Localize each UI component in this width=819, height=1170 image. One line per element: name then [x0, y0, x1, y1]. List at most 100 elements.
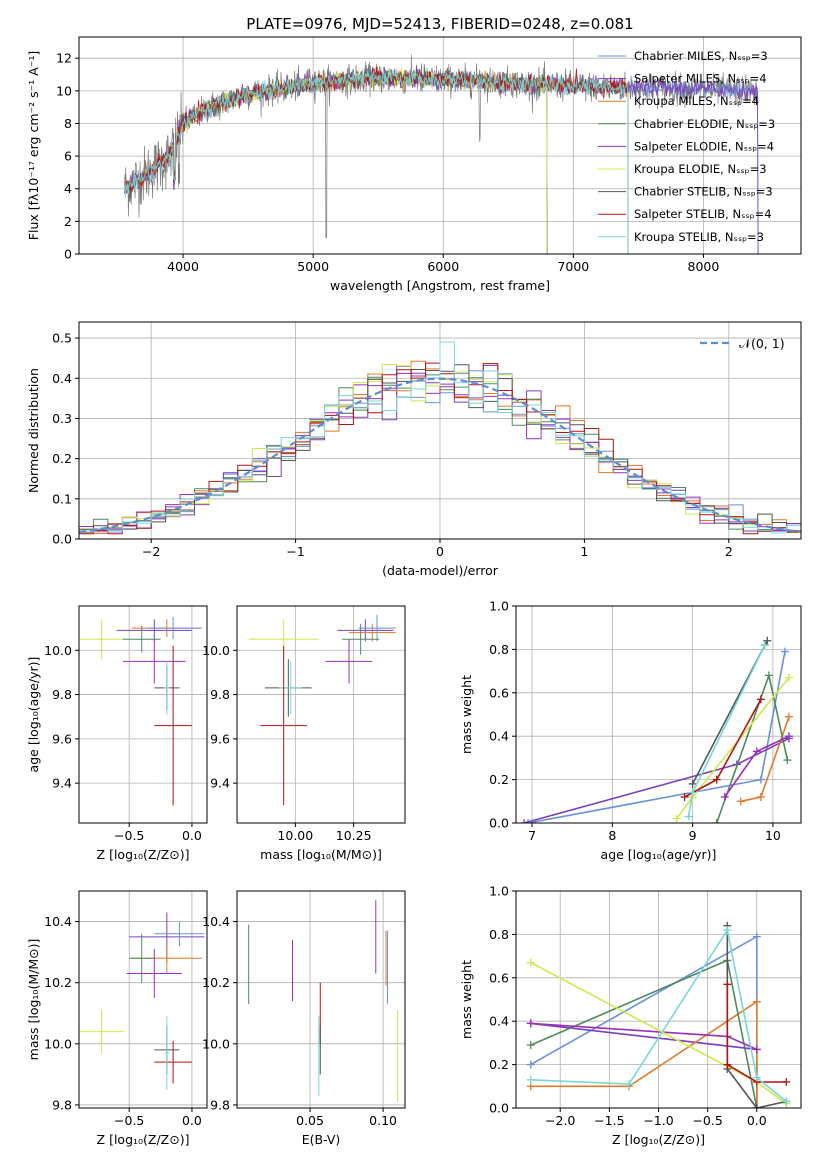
x-axis-label: wavelength [Angstrom, rest frame] — [330, 278, 550, 293]
x-tick-label: 4000 — [167, 259, 199, 274]
chart-mass-vs-EBV: 0.05 0.10 9.8 10.0 10.2 10.4 E(B-V) — [202, 890, 406, 1147]
weight-marker — [752, 1104, 761, 1108]
chart-age-vs-mass: 10.00 10.25 9.4 9.6 9.8 10.0 mass [log₁₀(M/M⊙)… — [202, 605, 406, 862]
plot-area — [526, 921, 791, 1108]
legend-entry: Salpeter STELIB, Nₛₛₚ=4 — [634, 207, 772, 221]
x-tick-label: 1 — [580, 544, 588, 559]
legend-entry: Salpeter MILES, Nₛₛₚ=4 — [634, 72, 767, 86]
x-axis-label: Z [log₁₀(Z/Z⊙)] — [612, 1132, 705, 1147]
y-tick-label: 10.2 — [44, 975, 72, 990]
x-tick-label: 8 — [608, 828, 616, 843]
y-axis-label: mass weight — [459, 675, 474, 754]
y-tick-label: 10.4 — [44, 914, 72, 929]
weight-marker — [763, 636, 772, 645]
y-tick-label: 0.1 — [52, 491, 72, 506]
x-tick-label: 0.0 — [747, 1113, 767, 1128]
y-tick-label: 9.6 — [52, 731, 72, 746]
weight-marker — [720, 792, 729, 801]
x-axis-label: E(B-V) — [302, 1132, 341, 1147]
weight-marker — [752, 747, 761, 756]
y-tick-label: 9.8 — [210, 1097, 230, 1112]
weight-marker — [764, 671, 773, 680]
weight-marker — [526, 1041, 535, 1050]
plot-area — [248, 900, 399, 1102]
x-tick-label: 0.10 — [369, 1113, 397, 1128]
errorbar-point — [126, 949, 182, 998]
errorbar-point — [122, 639, 186, 684]
x-tick-label: −0.5 — [114, 828, 144, 843]
x-tick-label: 9 — [689, 828, 697, 843]
chart-residuals: −2 −1 0 1 2 0.0 0.1 0.2 0.3 0.4 0.5 (data-model)/er… — [26, 321, 802, 578]
axes-frame — [78, 36, 802, 255]
errorbar-point — [164, 1016, 170, 1090]
weight-marker — [688, 779, 697, 788]
weight-marker — [712, 819, 721, 823]
y-tick-label: 0.8 — [489, 642, 509, 657]
errorbar-point — [129, 933, 155, 983]
errorbar-point — [349, 623, 396, 642]
y-tick-label: 0.6 — [489, 970, 509, 985]
y-axis-label: age [log₁₀(age/yr)] — [26, 657, 41, 773]
y-tick-label: 0.0 — [52, 532, 72, 547]
y-tick-label: 9.4 — [210, 776, 230, 791]
y-tick-label: 10 — [56, 83, 72, 98]
errorbar-point — [154, 645, 192, 806]
x-tick-label: −0.5 — [692, 1113, 722, 1128]
weight-marker — [752, 1045, 761, 1054]
weight-marker — [688, 788, 697, 797]
grid — [237, 606, 405, 823]
y-tick-label: 0.3 — [52, 411, 72, 426]
plot-area — [124, 54, 759, 254]
chart-weight-vs-age: 7 8 9 10 0.0 0.2 0.4 0.6 0.8 1.0 age [log₁₀(age/yr… — [459, 599, 802, 862]
errorbar-point — [154, 1040, 192, 1084]
y-tick-label: 0.0 — [489, 816, 509, 831]
histogram-step — [79, 372, 801, 534]
legend-entry: Kroupa MILES, Nₛₛₚ=4 — [634, 94, 759, 108]
axes-frame — [515, 605, 802, 824]
y-tick-label: 0.2 — [489, 1057, 509, 1072]
y-tick-label: 0.2 — [489, 772, 509, 787]
y-tick-label: 0 — [64, 247, 72, 262]
y-axis-label: mass weight — [459, 960, 474, 1039]
x-axis-label: Z [log₁₀(Z/Z⊙)] — [97, 1132, 190, 1147]
x-axis-label: mass [log₁₀(M/M⊙)] — [260, 847, 382, 862]
y-tick-label: 10.2 — [202, 975, 230, 990]
weight-marker — [756, 792, 765, 801]
weight-marker — [526, 1075, 535, 1084]
x-tick-label: 0.0 — [182, 828, 202, 843]
weight-marker — [784, 712, 793, 721]
y-tick-label: 9.8 — [52, 687, 72, 702]
spectrum-model-line — [124, 66, 629, 254]
x-tick-label: −1 — [286, 544, 304, 559]
gaussian-curve — [79, 377, 801, 534]
legend-entry: Kroupa STELIB, Nₛₛₚ=3 — [634, 230, 764, 244]
axes-frame — [78, 321, 802, 540]
errorbar-point — [260, 645, 307, 806]
weight-marker — [752, 1073, 761, 1082]
y-tick-label: 9.4 — [52, 776, 72, 791]
y-tick-label: 10.0 — [44, 643, 72, 658]
weight-line — [530, 1000, 758, 1108]
plot-area — [520, 636, 793, 823]
plot-area — [79, 912, 205, 1090]
errorbar-point — [80, 619, 123, 660]
errorbar-point — [164, 661, 170, 715]
y-tick-label: 9.8 — [210, 687, 230, 702]
errorbar-point — [116, 619, 192, 642]
errorbar-point — [337, 619, 394, 642]
weight-marker — [752, 997, 761, 1006]
y-tick-label: 1.0 — [489, 884, 509, 899]
errorbar-point — [79, 1010, 125, 1053]
y-tick-label: 0.4 — [489, 1014, 509, 1029]
y-tick-label: 0.8 — [489, 927, 509, 942]
x-tick-label: 0.0 — [182, 1113, 202, 1128]
weight-line — [523, 737, 790, 823]
plot-area — [248, 614, 396, 806]
grid — [237, 891, 405, 1108]
y-tick-label: 0.5 — [52, 331, 72, 346]
y-tick-label: 1.0 — [489, 599, 509, 614]
weight-marker — [783, 756, 792, 765]
weight-marker — [672, 814, 681, 823]
legend-entry: Kroupa ELODIE, Nₛₛₚ=3 — [634, 162, 767, 176]
